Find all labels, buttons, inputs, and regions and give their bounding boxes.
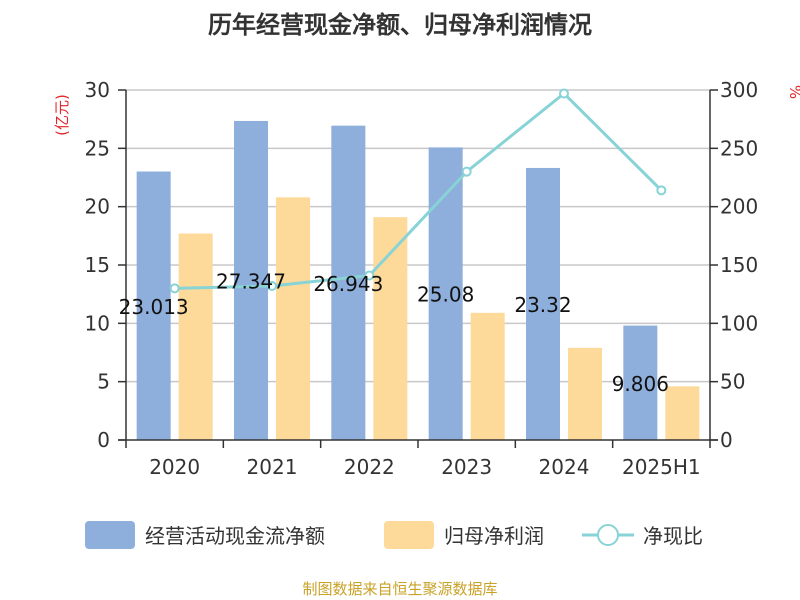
ratio-line: [169, 88, 667, 294]
data-labels: 23.013 27.347 26.943 25.08 23.32 9.806: [119, 269, 669, 395]
bar-net-profit: [568, 347, 602, 440]
gridlines: [126, 89, 710, 383]
bar-cash-flow: [136, 171, 171, 440]
right-tick-label: 50: [720, 370, 745, 394]
bar-net-profit: [665, 386, 700, 440]
right-tick-label: 150: [720, 253, 758, 277]
right-tick-label: 0: [720, 428, 733, 452]
left-tick-label: 10: [85, 311, 110, 335]
x-tick-label: 2022: [344, 455, 395, 479]
x-tick-label: 2024: [539, 455, 590, 479]
x-tick-label: 2023: [441, 455, 492, 479]
right-tick-label: 100: [720, 311, 758, 335]
ratio-point: [364, 270, 375, 281]
chart-title: 历年经营现金净额、归母净利润情况: [208, 11, 592, 39]
legend-label-ratio: 净现比: [643, 524, 703, 548]
legend: 经营活动现金流净额 归母净利润 净现比: [85, 521, 703, 549]
left-tick-label: 25: [85, 136, 110, 160]
legend-marker-ratio: [597, 524, 619, 546]
legend-swatch-cash-flow: [85, 521, 135, 549]
left-tick-label: 0: [97, 428, 110, 452]
bar-net-profit: [276, 197, 310, 440]
x-tick-label: 2021: [247, 455, 298, 479]
left-tick-label: 5: [97, 370, 110, 394]
left-tick-label: 15: [85, 253, 110, 277]
ratio-line-path: [174, 91, 663, 290]
bar-cash-flow: [331, 125, 366, 440]
bar-cash-flow: [623, 325, 658, 440]
legend-label-net-profit: 归母净利润: [444, 524, 544, 548]
left-axis-unit: (亿元): [53, 94, 71, 136]
bar-net-profit: [470, 312, 505, 440]
data-label-cash-flow: 27.347: [216, 269, 286, 293]
ratio-point: [169, 283, 180, 294]
left-tick-label: 20: [85, 195, 110, 219]
bar-cash-flow: [234, 120, 268, 441]
right-tick-label: 250: [720, 136, 758, 160]
legend-swatch-net-profit: [384, 521, 434, 549]
bar-cash-flow: [526, 167, 560, 440]
ratio-point: [656, 185, 667, 196]
right-tick-label: 300: [720, 78, 758, 102]
data-label-cash-flow: 9.806: [612, 372, 669, 396]
legend-label-cash-flow: 经营活动现金流净额: [145, 524, 325, 548]
left-tick-label: 30: [85, 78, 110, 102]
data-label-cash-flow: 23.32: [514, 293, 571, 317]
right-tick-label: 200: [720, 195, 758, 219]
ratio-point: [559, 88, 569, 99]
bars: [136, 120, 700, 441]
data-label-cash-flow: 26.943: [313, 272, 383, 296]
right-axis-unit: %: [786, 85, 800, 99]
bar-net-profit: [373, 217, 408, 440]
bar-net-profit: [178, 233, 213, 440]
ratio-point: [461, 166, 472, 177]
x-tick-label: 2025H1: [622, 455, 701, 479]
data-label-cash-flow: 25.08: [417, 283, 474, 307]
x-tick-label: 2020: [149, 455, 200, 479]
ratio-point: [267, 281, 277, 291]
data-label-cash-flow: 23.013: [119, 295, 189, 319]
source-note: 制图数据来自恒生聚源数据库: [302, 580, 497, 598]
